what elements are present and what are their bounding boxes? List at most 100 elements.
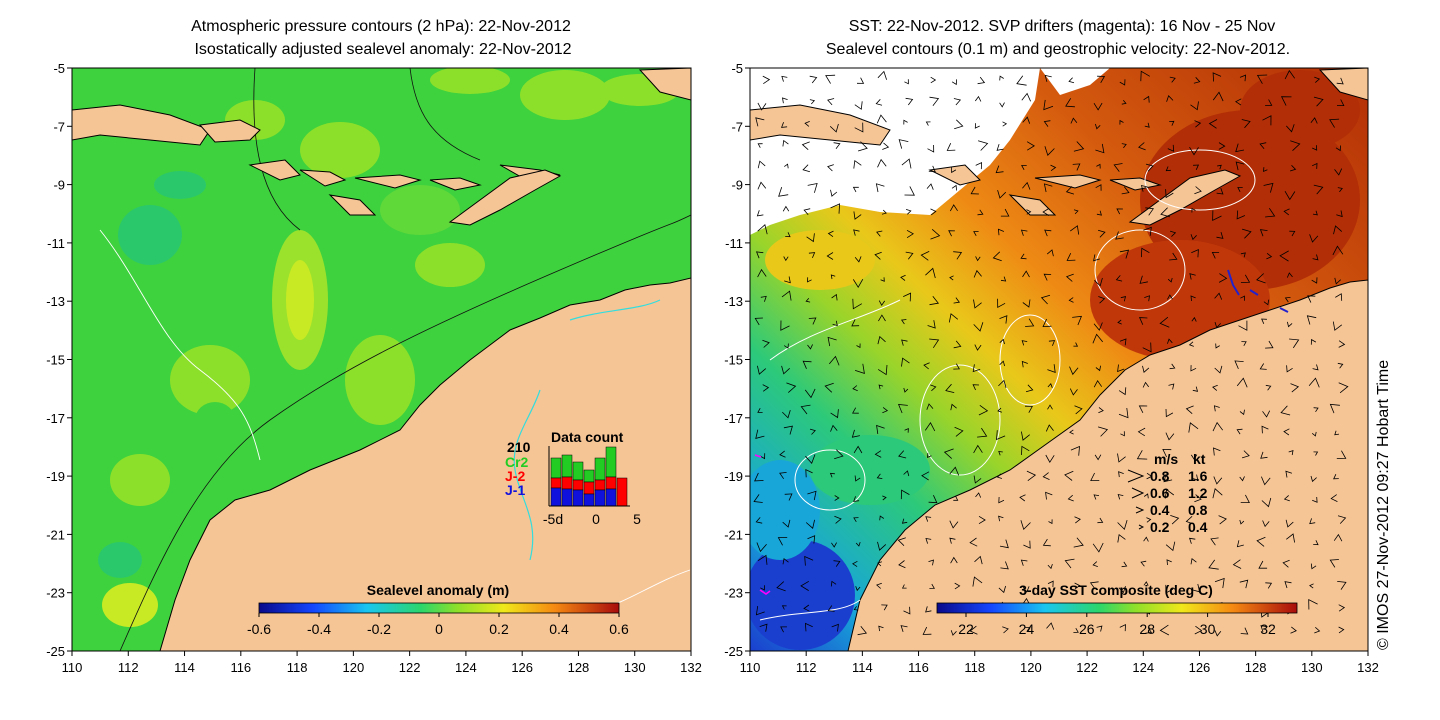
velocity-arrow: [1238, 320, 1248, 331]
left-y-axis-label-5: -15: [46, 353, 65, 368]
velocity-arrow: [973, 231, 979, 236]
velocity-arrow: [1280, 96, 1292, 106]
right-y-axis-label-9: -23: [724, 586, 743, 601]
velocity-arrow: [1047, 580, 1054, 588]
velocity-arrow: [1043, 99, 1054, 111]
velocity-arrow: [1313, 451, 1319, 456]
velocity-arrow: [1146, 517, 1152, 523]
velocity-arrow: [1216, 187, 1224, 195]
velocity-arrow: [1284, 297, 1291, 303]
velocity-arrow: [920, 251, 930, 261]
velocity-arrow: [824, 382, 834, 393]
velocity-arrow: [832, 320, 838, 327]
velocity-arrow: [929, 583, 935, 589]
velocity-arrow: [803, 604, 810, 612]
velocity-arrow: [878, 300, 886, 306]
velocity-arrow: [972, 384, 980, 391]
velocity-arrow: [951, 79, 957, 86]
velocity-arrow: [1208, 119, 1218, 129]
velocity-arrow: [1261, 497, 1272, 508]
velocity-arrow: [809, 99, 816, 105]
velocity-arrow: [757, 143, 763, 148]
velocity-arrow: [1241, 119, 1251, 129]
velocity-arrow: [825, 74, 836, 84]
velocity-arrow: [921, 471, 930, 481]
velocity-arrow: [855, 586, 861, 592]
velocity-arrow: [1165, 584, 1174, 594]
velocity-arrow: [926, 403, 934, 410]
velocity-arrow: [804, 555, 814, 566]
velocity-arrow: [757, 102, 767, 111]
velocity-arrow: [1092, 542, 1104, 553]
velocity-arrow: [1020, 253, 1027, 260]
velocity-arrow: [882, 495, 887, 501]
velocity-arrow: [1256, 273, 1266, 284]
velocity-arrow: [898, 560, 906, 569]
sst-colorbar-label-3: 28: [1139, 621, 1155, 637]
velocity-arrow: [877, 541, 887, 551]
velocity-arrow: [1070, 117, 1078, 124]
inset-max-label: 210: [507, 439, 531, 455]
left-y-axis-ticks: -5 -7 -9 -11 -13 -15 -17 -19 -21 -23 -25: [46, 61, 72, 659]
velocity-arrow: [1259, 229, 1268, 237]
velocity-arrow: [1312, 210, 1318, 216]
velocity-arrow: [1310, 563, 1317, 570]
velocity-arrow: [827, 230, 834, 238]
velocity-arrow: [901, 339, 908, 346]
velocity-arrow: [783, 343, 789, 349]
velocity-arrow: [1214, 365, 1223, 374]
velocity-arrow: [969, 625, 978, 635]
velocity-arrow: [1020, 559, 1028, 566]
velocity-arrow: [759, 453, 766, 460]
velocity-arrow: [1143, 95, 1150, 103]
velocity-arrow: [1169, 120, 1175, 126]
velocity-arrow: [855, 541, 861, 547]
velocity-arrow: [1065, 273, 1074, 282]
velocity-arrow: [1093, 494, 1100, 500]
velocity-arrow: [834, 449, 844, 460]
australia-land: [159, 277, 691, 651]
velocity-arrow: [1241, 450, 1250, 459]
velocity-arrow: [1190, 234, 1197, 241]
velocity-arrow: [1169, 76, 1176, 83]
sst-colorbar-label-5: 32: [1260, 621, 1276, 637]
velocity-arrow: [1169, 230, 1177, 237]
velocity-arrow: [876, 424, 885, 434]
right-x-axis-label-9: 128: [1245, 660, 1267, 675]
velocity-arrow: [973, 444, 983, 454]
velocity-arrow: [900, 274, 906, 281]
velocity-arrow: [951, 167, 957, 174]
velocity-arrow: [1065, 98, 1075, 108]
velocity-arrow: [1020, 229, 1028, 236]
velocity-arrow: [1117, 319, 1122, 325]
sealevel-contours: [759, 149, 1256, 621]
velocity-arrow: [930, 228, 941, 240]
velocity-arrow: [1072, 315, 1083, 326]
velocity-arrow: [755, 117, 765, 127]
velocity-arrow: [1142, 365, 1150, 373]
velocity-arrow: [975, 161, 983, 170]
sla-colorbar-label-3: 0: [435, 621, 443, 637]
velocity-arrow: [1142, 381, 1150, 388]
velocity-arrow: [803, 208, 811, 215]
velocity-arrow: [1279, 250, 1289, 262]
left-y-axis-label-7: -19: [46, 469, 65, 484]
velocity-arrow: [950, 630, 957, 636]
right-y-axis-label-4: -13: [724, 294, 743, 309]
velocity-arrow: [781, 605, 787, 610]
velocity-arrow: [1090, 472, 1100, 482]
velocity-arrow: [1212, 91, 1224, 102]
velocity-arrow: [954, 426, 964, 437]
velocity-arrow: [945, 383, 955, 393]
velocity-arrow: [802, 164, 811, 173]
velocity-arrow: [762, 339, 770, 348]
velocity-arrow: [875, 99, 883, 106]
velocity-arrow: [782, 205, 790, 212]
velocity-arrow: [1069, 388, 1078, 396]
velocity-arrow: [1265, 340, 1274, 349]
velocity-arrow: [1261, 476, 1271, 486]
velocity-arrow: [996, 430, 1006, 441]
velocity-arrow: [1166, 95, 1174, 102]
velocity-arrow: [1239, 579, 1249, 589]
velocity-arrow: [1333, 533, 1343, 542]
